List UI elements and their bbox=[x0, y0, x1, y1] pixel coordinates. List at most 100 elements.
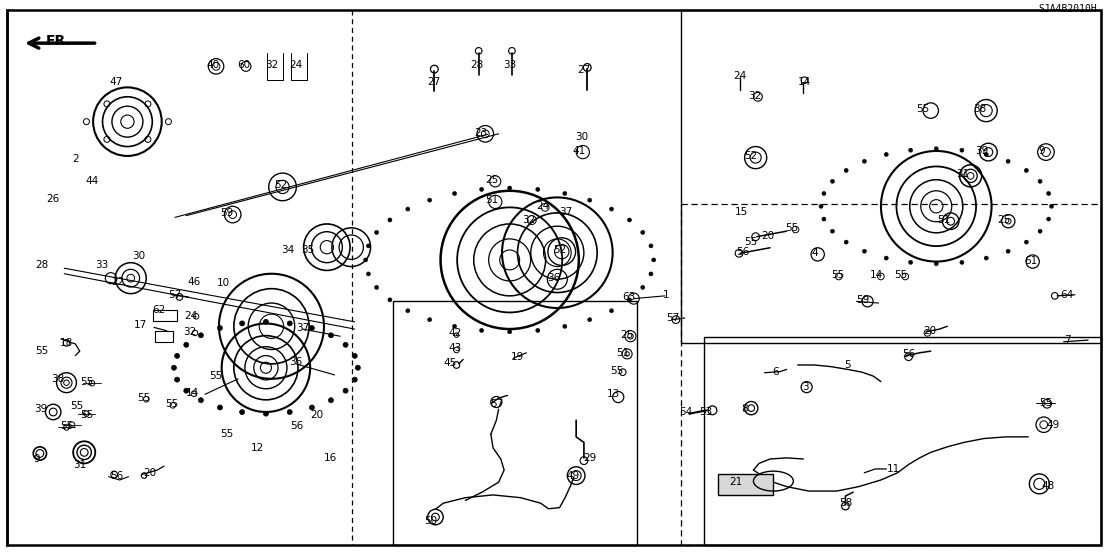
Text: 57: 57 bbox=[666, 313, 679, 323]
Text: 37: 37 bbox=[296, 323, 309, 333]
Text: 49: 49 bbox=[1046, 420, 1059, 430]
Circle shape bbox=[239, 321, 245, 326]
Text: 52: 52 bbox=[553, 245, 566, 255]
Text: 57: 57 bbox=[490, 399, 503, 409]
Text: 51: 51 bbox=[937, 215, 951, 225]
Circle shape bbox=[356, 365, 360, 371]
Text: 28: 28 bbox=[35, 260, 49, 270]
Text: 3: 3 bbox=[802, 382, 809, 392]
Circle shape bbox=[217, 326, 223, 331]
Circle shape bbox=[1049, 204, 1054, 208]
Circle shape bbox=[367, 272, 370, 276]
Text: 9: 9 bbox=[33, 454, 40, 464]
Text: 30: 30 bbox=[132, 251, 145, 261]
Text: 32: 32 bbox=[748, 91, 761, 101]
Text: 55: 55 bbox=[80, 410, 93, 420]
Circle shape bbox=[627, 298, 632, 302]
Text: 31: 31 bbox=[73, 460, 86, 469]
Text: 24: 24 bbox=[536, 201, 550, 211]
Text: 8: 8 bbox=[741, 404, 748, 414]
Circle shape bbox=[264, 319, 268, 325]
Text: 33: 33 bbox=[95, 260, 109, 270]
Text: 51: 51 bbox=[485, 195, 499, 205]
Text: 55: 55 bbox=[786, 223, 799, 233]
Bar bbox=[393, 301, 637, 545]
Text: 41: 41 bbox=[573, 146, 586, 156]
Circle shape bbox=[507, 330, 512, 334]
Text: 24: 24 bbox=[289, 60, 302, 70]
Text: 54: 54 bbox=[679, 407, 692, 417]
Text: 32: 32 bbox=[183, 327, 196, 337]
Text: 43: 43 bbox=[449, 343, 462, 353]
Circle shape bbox=[352, 353, 357, 358]
Text: 56: 56 bbox=[110, 471, 123, 481]
Text: 52: 52 bbox=[274, 180, 287, 190]
Circle shape bbox=[830, 229, 834, 233]
Circle shape bbox=[363, 258, 368, 262]
Text: 56: 56 bbox=[736, 247, 749, 257]
Text: SJA4B2010H: SJA4B2010H bbox=[1038, 4, 1097, 14]
Circle shape bbox=[649, 272, 653, 276]
Circle shape bbox=[287, 410, 293, 415]
Text: 57: 57 bbox=[168, 290, 182, 300]
Text: 10: 10 bbox=[217, 278, 230, 288]
Text: 37: 37 bbox=[560, 207, 573, 217]
Text: 38: 38 bbox=[51, 374, 64, 384]
Text: 12: 12 bbox=[250, 443, 264, 453]
Text: 53: 53 bbox=[699, 407, 712, 417]
Circle shape bbox=[563, 324, 567, 328]
Text: 36: 36 bbox=[289, 357, 302, 367]
Circle shape bbox=[609, 207, 614, 211]
Circle shape bbox=[367, 244, 370, 248]
Circle shape bbox=[375, 231, 379, 234]
Circle shape bbox=[844, 240, 848, 244]
Text: 9: 9 bbox=[1038, 146, 1045, 156]
Circle shape bbox=[1006, 249, 1010, 253]
Circle shape bbox=[406, 309, 410, 313]
Circle shape bbox=[198, 398, 204, 403]
Circle shape bbox=[884, 256, 889, 260]
Circle shape bbox=[640, 231, 645, 234]
Text: 7: 7 bbox=[1064, 335, 1070, 345]
Circle shape bbox=[175, 353, 179, 358]
Circle shape bbox=[819, 204, 823, 208]
Text: 45: 45 bbox=[443, 358, 456, 368]
Text: 55: 55 bbox=[1039, 398, 1053, 408]
Text: 63: 63 bbox=[623, 292, 636, 302]
Text: 52: 52 bbox=[745, 151, 758, 161]
Circle shape bbox=[984, 153, 988, 156]
Text: 32: 32 bbox=[522, 215, 535, 225]
Text: 11: 11 bbox=[886, 464, 900, 474]
Circle shape bbox=[328, 333, 334, 338]
Text: FR.: FR. bbox=[45, 34, 72, 48]
Circle shape bbox=[640, 285, 645, 289]
Circle shape bbox=[452, 191, 456, 196]
Circle shape bbox=[1047, 191, 1050, 195]
Text: 55: 55 bbox=[916, 105, 930, 114]
Text: 24: 24 bbox=[184, 311, 197, 321]
Text: 21: 21 bbox=[729, 477, 742, 487]
Text: 32: 32 bbox=[265, 60, 278, 70]
Circle shape bbox=[388, 218, 392, 222]
Circle shape bbox=[609, 309, 614, 313]
Circle shape bbox=[536, 328, 540, 332]
Circle shape bbox=[536, 187, 540, 191]
Circle shape bbox=[480, 187, 483, 191]
Text: 55: 55 bbox=[60, 421, 73, 431]
Text: 25: 25 bbox=[485, 175, 499, 185]
Text: 28: 28 bbox=[470, 60, 483, 70]
Circle shape bbox=[862, 249, 866, 253]
Text: 55: 55 bbox=[745, 237, 758, 247]
Bar bbox=[704, 337, 1101, 545]
Text: 25: 25 bbox=[997, 215, 1010, 225]
Text: 23: 23 bbox=[474, 128, 488, 138]
Text: 55: 55 bbox=[831, 270, 844, 280]
Text: 22: 22 bbox=[111, 277, 124, 287]
Circle shape bbox=[1047, 217, 1050, 221]
Circle shape bbox=[563, 191, 567, 196]
Text: 5: 5 bbox=[844, 360, 851, 370]
Circle shape bbox=[287, 321, 293, 326]
Text: 14: 14 bbox=[870, 270, 883, 280]
Circle shape bbox=[309, 326, 315, 331]
Text: 56: 56 bbox=[290, 421, 304, 431]
